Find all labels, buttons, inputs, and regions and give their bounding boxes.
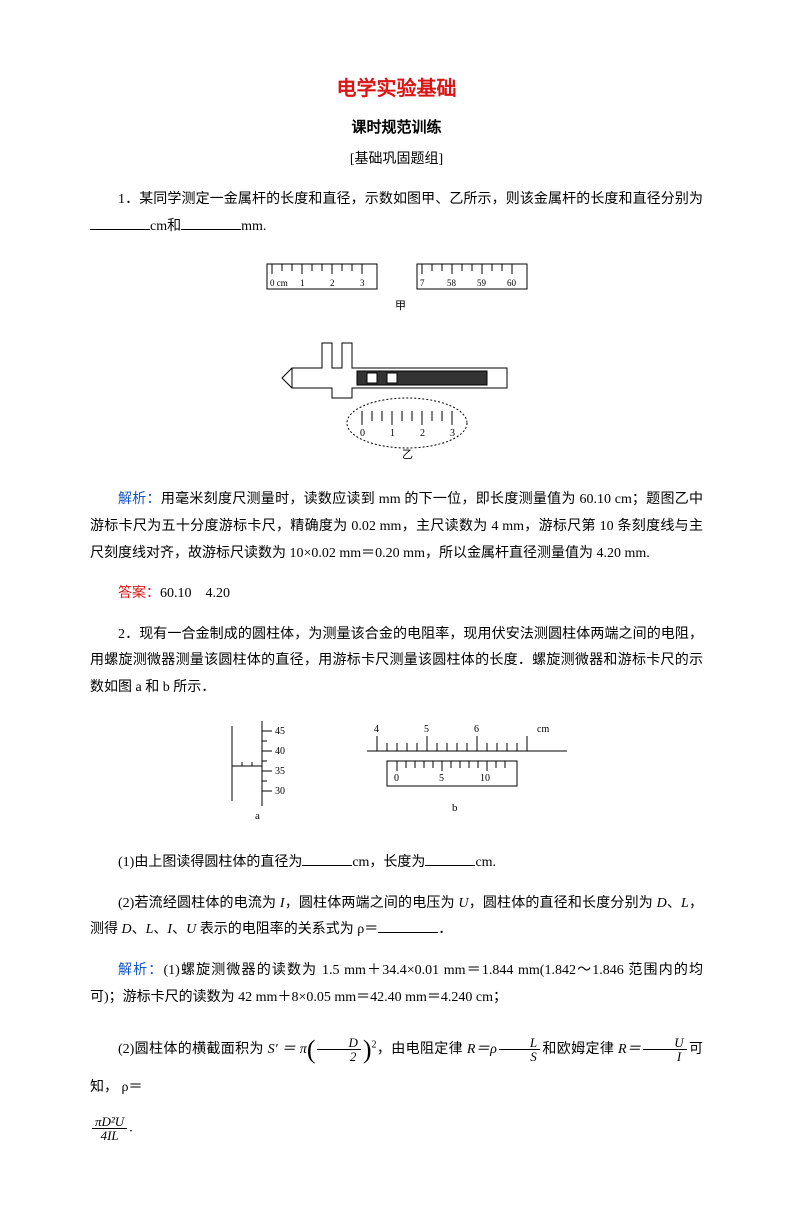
sym-L: L xyxy=(681,896,689,911)
q2-stem: 2．现有一合金制成的圆柱体，为测量该合金的电阻率，现用伏安法测圆柱体两端之间的电… xyxy=(90,622,703,702)
svg-text:5: 5 xyxy=(439,773,444,784)
sym-D: D xyxy=(122,922,132,937)
blank xyxy=(378,918,438,933)
blank xyxy=(302,851,352,866)
main-title: 电学实验基础 xyxy=(90,70,703,108)
svg-text:0 cm: 0 cm xyxy=(270,278,288,288)
q1-stem: 1．某同学测定一金属杆的长度和直径，示数如图甲、乙所示，则该金属杆的长度和直径分… xyxy=(90,187,703,240)
svg-text:40: 40 xyxy=(275,746,285,757)
svg-text:58: 58 xyxy=(447,278,457,288)
svg-text:0: 0 xyxy=(360,428,365,439)
fraction-l-over-s: LS xyxy=(499,1036,540,1063)
fraction-u-over-i: UI xyxy=(643,1036,686,1063)
q2-p2-g: 、 xyxy=(153,922,167,937)
q2-p1-b: cm，长度为 xyxy=(352,855,425,870)
right-paren-icon: ) xyxy=(363,1035,372,1064)
q2-final-fraction: πD²U4IL. xyxy=(90,1115,703,1142)
q1-text-b: cm和 xyxy=(150,219,181,234)
sym-U: U xyxy=(458,896,468,911)
q2-a2-a: (2)圆柱体的横截面积为 xyxy=(118,1042,268,1057)
fraction-d-over-2: D2 xyxy=(317,1036,360,1063)
q2-analysis-1: 解析：(1)螺旋测微器的读数为 1.5 mm＋34.4×0.01 mm＝1.84… xyxy=(90,958,703,1011)
q2-a2-f: R＝ xyxy=(618,1042,641,1057)
blank xyxy=(90,215,150,230)
q1-analysis: 解析：用毫米刻度尺测量时，读数应读到 mm 的下一位，即长度测量值为 60.10… xyxy=(90,487,703,567)
q2-p2-i: 表示的电阻率的关系式为 ρ＝ xyxy=(196,922,378,937)
q2-analysis-2: (2)圆柱体的横截面积为 S′ ＝ π(D2)2，由电阻定律 R＝ρLS和欧姆定… xyxy=(90,1025,703,1101)
blank xyxy=(181,215,241,230)
answer-label: 答案： xyxy=(118,586,160,601)
q1-answer: 答案：60.10 4.20 xyxy=(90,581,703,608)
svg-text:3: 3 xyxy=(360,278,365,288)
fraction-result: πD²U4IL xyxy=(92,1115,127,1142)
q2-a2-e: 和欧姆定律 xyxy=(542,1042,618,1057)
svg-text:b: b xyxy=(452,802,458,814)
q1-text-c: mm. xyxy=(241,219,266,234)
q2-part2: (2)若流经圆柱体的电流为 I，圆柱体两端之间的电压为 U，圆柱体的直径和长度分… xyxy=(90,891,703,944)
svg-text:30: 30 xyxy=(275,786,285,797)
svg-text:7: 7 xyxy=(420,278,425,288)
analysis-label: 解析： xyxy=(118,963,163,978)
q1-answer-text: 60.10 4.20 xyxy=(160,586,230,601)
svg-text:4: 4 xyxy=(374,724,379,735)
subtitle: 课时规范训练 xyxy=(90,114,703,143)
svg-text:甲: 甲 xyxy=(395,300,406,312)
svg-text:0: 0 xyxy=(394,773,399,784)
q2-a2-b: S′ ＝ π xyxy=(268,1042,307,1057)
page-container: 电学实验基础 课时规范训练 [基础巩固题组] 1．某同学测定一金属杆的长度和直径… xyxy=(0,0,793,1216)
svg-text:45: 45 xyxy=(275,726,285,737)
svg-text:60: 60 xyxy=(507,278,517,288)
q2-p2-h: 、 xyxy=(172,922,186,937)
svg-text:2: 2 xyxy=(330,278,335,288)
svg-text:1: 1 xyxy=(300,278,305,288)
q2-a2-c: ，由电阻定律 xyxy=(377,1042,467,1057)
blank xyxy=(425,851,475,866)
q2-a2-d: R＝ρ xyxy=(467,1042,497,1057)
svg-text:35: 35 xyxy=(275,766,285,777)
svg-text:2: 2 xyxy=(420,428,425,439)
q2-p1-c: cm. xyxy=(475,855,496,870)
q2-p2-c: ，圆柱体的直径和长度分别为 xyxy=(469,896,657,911)
svg-text:59: 59 xyxy=(477,278,487,288)
svg-text:10: 10 xyxy=(480,773,490,784)
period: . xyxy=(129,1121,133,1136)
q2-part1: (1)由上图读得圆柱体的直径为 cm，长度为 cm. xyxy=(90,850,703,877)
svg-text:6: 6 xyxy=(474,724,479,735)
svg-text:5: 5 xyxy=(424,724,429,735)
ruler-icon: 0 cm 1 2 3 7 58 59 60 甲 xyxy=(257,254,537,314)
sym-D: D xyxy=(657,896,667,911)
q2-p2-j: ． xyxy=(438,922,452,937)
svg-text:a: a xyxy=(255,810,260,822)
vernier-caliper-icon: 0 1 2 3 乙 xyxy=(277,333,517,463)
q2-p2-a: (2)若流经圆柱体的电流为 xyxy=(118,896,280,911)
measurement-tools-icon: 45 40 35 30 a 4 5 6 cm 0 5 10 b xyxy=(207,716,587,826)
q2-figure: 45 40 35 30 a 4 5 6 cm 0 5 10 b xyxy=(90,716,703,837)
q1-analysis-text: 用毫米刻度尺测量时，读数应读到 mm 的下一位，即长度测量值为 60.10 cm… xyxy=(90,492,703,560)
q1-figure-vernier: 0 1 2 3 乙 xyxy=(90,333,703,474)
q2-p2-d: 、 xyxy=(667,896,681,911)
q2-p2-b: ，圆柱体两端之间的电压为 xyxy=(285,896,459,911)
q2-analysis-1-text: (1)螺旋测微器的读数为 1.5 mm＋34.4×0.01 mm＝1.844 m… xyxy=(90,963,703,1005)
q1-figure-ruler: 0 cm 1 2 3 7 58 59 60 甲 xyxy=(90,254,703,325)
svg-text:乙: 乙 xyxy=(402,448,413,461)
svg-text:1: 1 xyxy=(390,428,395,439)
q2-p2-f: 、 xyxy=(132,922,146,937)
q2-p1-a: (1)由上图读得圆柱体的直径为 xyxy=(118,855,302,870)
q1-text-a: 1．某同学测定一金属杆的长度和直径，示数如图甲、乙所示，则该金属杆的长度和直径分… xyxy=(118,192,703,207)
sym-U: U xyxy=(186,922,196,937)
analysis-label: 解析： xyxy=(118,492,161,507)
svg-text:3: 3 xyxy=(450,428,455,439)
left-paren-icon: ( xyxy=(307,1035,316,1064)
section-label: [基础巩固题组] xyxy=(90,147,703,174)
svg-text:cm: cm xyxy=(537,724,549,735)
